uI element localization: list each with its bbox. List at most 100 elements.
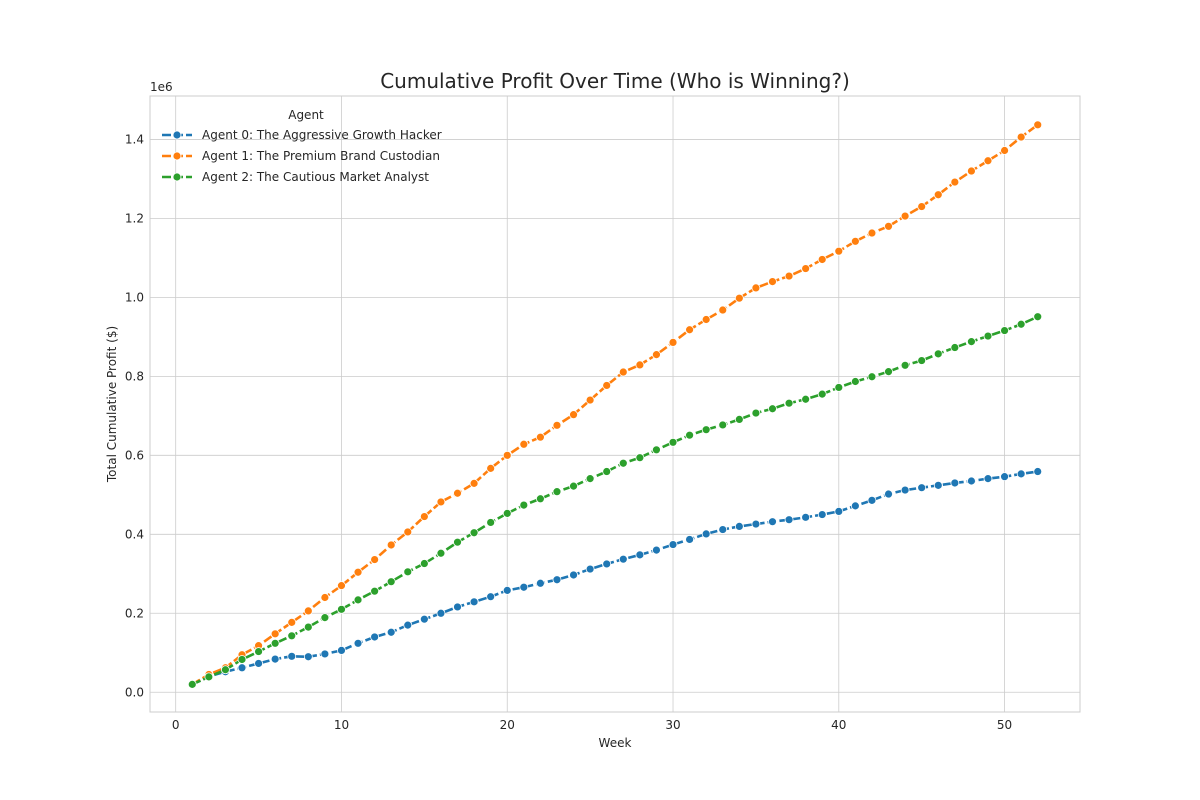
data-point [436,548,446,558]
data-point [801,512,811,522]
y-tick-label: 1.2 [125,211,144,225]
data-point [1000,472,1009,482]
data-point [469,597,479,607]
data-point [734,293,744,303]
data-point [221,665,230,675]
data-point [652,545,661,555]
series-0 [187,467,1043,689]
data-point [950,343,960,352]
data-point [718,305,728,315]
data-point [850,236,860,246]
data-point [718,420,728,430]
data-point [519,582,529,592]
plot-frame [149,95,1081,713]
data-point [602,467,612,476]
series-2 [187,312,1043,689]
data-point [337,646,346,655]
legend-item: Agent 1: The Premium Brand Custodian [162,149,440,163]
data-point [933,190,943,200]
data-point [950,177,960,187]
data-point [270,654,280,664]
data-point [701,529,711,539]
y-tick-label: 0.0 [125,685,144,699]
data-point [967,166,976,176]
legend-item: Agent 0: The Aggressive Growth Hacker [162,128,442,142]
data-point [436,608,446,618]
data-point [187,679,197,689]
data-point [403,567,413,577]
data-point [320,649,330,659]
data-point [734,522,744,531]
chart-title: Cumulative Profit Over Time (Who is Winn… [380,69,850,93]
data-point [386,627,396,637]
data-point [237,663,247,673]
y-offset-label: 1e6 [150,80,173,94]
data-point [1000,326,1009,335]
data-point [602,381,612,390]
data-point [668,337,678,347]
data-point [320,613,330,623]
data-point [353,595,363,605]
data-point [768,404,777,414]
data-point [668,437,678,447]
data-point [502,508,512,518]
data-point [469,478,479,488]
data-point [569,481,578,491]
data-point [1033,312,1043,322]
data-point [536,578,545,588]
y-axis-ticks: 0.0 0.2 0.4 0.6 0.8 1.0 1.2 1.4 [125,132,144,699]
data-point [701,425,711,435]
data-point [353,638,363,648]
data-point [303,652,313,662]
data-point [1016,319,1026,329]
legend-label: Agent 0: The Aggressive Growth Hacker [202,128,442,142]
data-point [287,651,297,661]
data-point [751,408,761,418]
x-tick-label: 50 [997,718,1012,732]
series-line [191,123,1039,686]
data-point [652,445,661,455]
data-point [734,414,744,424]
data-point [536,432,545,442]
data-point [602,559,612,569]
data-point [867,228,877,238]
data-point [370,555,380,564]
data-point [552,420,562,430]
data-point [486,463,496,473]
data-point [685,325,694,335]
data-point [884,221,893,231]
x-tick-label: 10 [334,718,349,732]
data-point [403,527,413,537]
data-point [635,360,645,370]
data-point [436,497,446,507]
data-point [817,389,827,399]
data-point [419,614,429,624]
data-point [768,517,777,527]
data-point [204,672,214,682]
x-tick-label: 0 [172,718,180,732]
data-point [635,453,645,463]
data-point [270,629,280,639]
data-point [618,554,628,564]
data-point [917,483,927,493]
data-point [850,377,860,386]
data-point [701,315,711,324]
legend-title: Agent [288,108,324,122]
grid [150,96,1080,712]
data-point [237,655,247,664]
data-point [337,581,346,591]
legend-item: Agent 2: The Cautious Market Analyst [162,170,429,184]
data-point [519,500,529,510]
data-point [419,559,429,568]
data-point [403,620,413,630]
data-point [967,476,976,486]
data-point [834,507,844,516]
data-point [900,485,910,495]
data-point [370,632,380,642]
data-point [718,525,728,534]
data-point [751,519,761,529]
series-line [191,470,1038,686]
data-point [652,350,661,360]
legend-items: Agent 0: The Aggressive Growth Hacker Age… [162,128,442,184]
